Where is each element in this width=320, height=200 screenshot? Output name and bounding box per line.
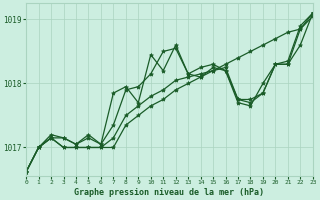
X-axis label: Graphe pression niveau de la mer (hPa): Graphe pression niveau de la mer (hPa) (75, 188, 264, 197)
